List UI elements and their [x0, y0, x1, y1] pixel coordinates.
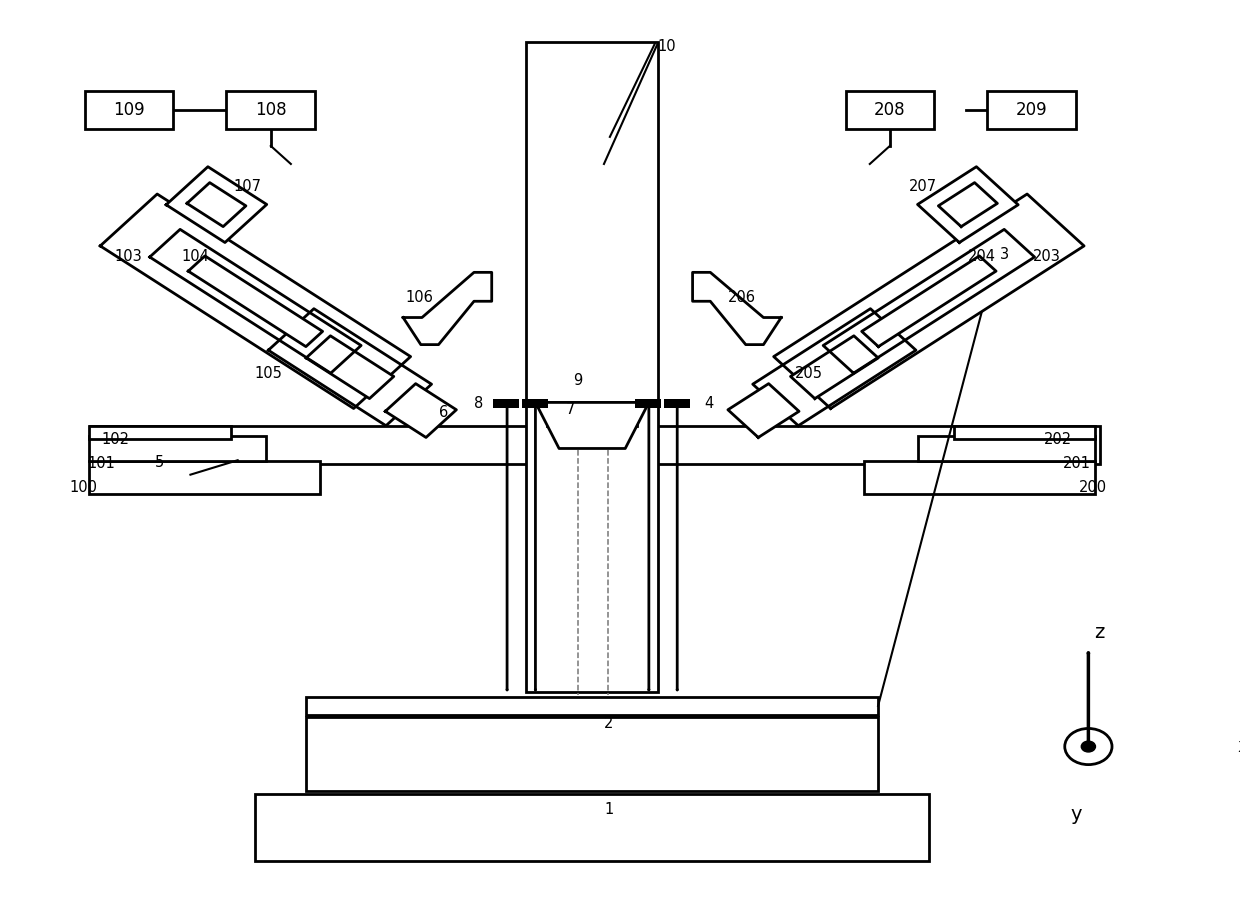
Text: 203: 203 [1033, 248, 1060, 264]
Bar [987, 91, 1076, 129]
Bar [846, 91, 934, 129]
Text: 209: 209 [1016, 101, 1048, 119]
Text: 4: 4 [704, 396, 714, 410]
Text: 3: 3 [999, 246, 1009, 262]
Polygon shape [862, 255, 996, 347]
Polygon shape [536, 402, 649, 448]
Text: 1: 1 [604, 803, 614, 817]
Bar [492, 399, 518, 408]
Polygon shape [187, 183, 246, 226]
Polygon shape [100, 194, 410, 409]
Text: 109: 109 [113, 101, 145, 119]
Bar [526, 42, 658, 692]
Text: x: x [1238, 737, 1240, 756]
Text: 207: 207 [909, 179, 937, 194]
Polygon shape [188, 255, 322, 347]
Text: 200: 200 [1079, 480, 1107, 495]
Text: 206: 206 [728, 290, 756, 305]
Bar [255, 794, 929, 862]
Text: 108: 108 [255, 101, 286, 119]
Text: 208: 208 [874, 101, 905, 119]
Polygon shape [774, 194, 1084, 409]
Bar [522, 399, 548, 408]
Text: 8: 8 [474, 396, 484, 410]
Text: 107: 107 [233, 179, 260, 194]
Polygon shape [403, 273, 492, 344]
Text: z: z [1094, 623, 1105, 642]
Polygon shape [150, 229, 361, 373]
Text: 204: 204 [968, 248, 996, 264]
Bar [919, 436, 1095, 461]
Polygon shape [791, 336, 878, 399]
Text: 2: 2 [604, 717, 614, 731]
Text: 104: 104 [181, 248, 208, 264]
Text: 205: 205 [795, 366, 823, 381]
Bar [89, 436, 267, 461]
Text: 7: 7 [567, 402, 575, 417]
Polygon shape [823, 229, 1034, 373]
Text: 103: 103 [115, 248, 143, 264]
Polygon shape [166, 167, 267, 243]
Bar [665, 399, 691, 408]
Text: 101: 101 [88, 457, 115, 471]
Bar [547, 402, 637, 426]
Bar [954, 426, 1095, 439]
Text: 10: 10 [657, 39, 676, 54]
Polygon shape [306, 336, 394, 399]
Polygon shape [728, 383, 799, 438]
Polygon shape [753, 309, 916, 426]
Text: 6: 6 [439, 405, 448, 419]
Polygon shape [918, 167, 1018, 243]
Text: 201: 201 [1063, 457, 1090, 471]
Text: y: y [1071, 805, 1083, 824]
Bar [306, 697, 878, 715]
Bar [91, 426, 1100, 464]
Bar [635, 399, 661, 408]
Text: 5: 5 [155, 455, 164, 469]
Text: 9: 9 [573, 373, 583, 389]
Text: 202: 202 [1044, 432, 1071, 447]
Bar [89, 426, 231, 439]
Bar [89, 461, 320, 494]
Circle shape [1081, 741, 1095, 752]
Text: 106: 106 [405, 290, 433, 305]
Text: 100: 100 [69, 480, 98, 495]
Text: 102: 102 [102, 432, 130, 447]
Bar [864, 461, 1095, 494]
Polygon shape [268, 309, 432, 426]
Bar [84, 91, 174, 129]
Polygon shape [386, 383, 456, 438]
Polygon shape [693, 273, 781, 344]
Polygon shape [939, 183, 997, 226]
Bar [306, 717, 878, 791]
Text: 105: 105 [254, 366, 283, 381]
Bar [227, 91, 315, 129]
